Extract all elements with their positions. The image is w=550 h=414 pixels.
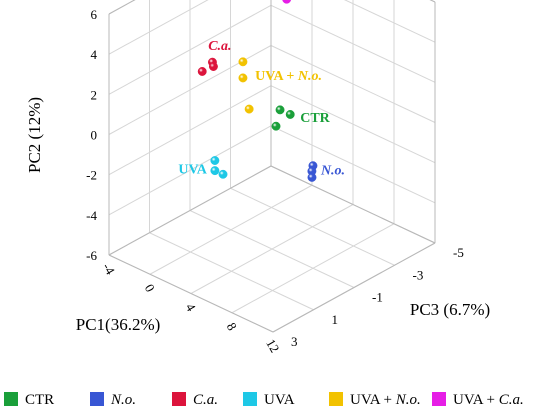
- legend-label: UVA + C.a.: [453, 392, 524, 408]
- z-tick-label: -5: [453, 245, 464, 260]
- data-points: [197, 0, 318, 182]
- legend-label-italic: N.o.: [395, 392, 421, 408]
- data-point-ctr: [271, 121, 281, 131]
- x-tick-label: 8: [224, 320, 240, 333]
- gridline-floor-z: [149, 232, 314, 311]
- legend-label-italic: C.a.: [499, 392, 524, 408]
- z-tick-label: -3: [413, 267, 424, 282]
- data-point-ctr: [285, 110, 295, 119]
- z-tick-label: -1: [372, 290, 383, 305]
- data-point-uva: [218, 169, 228, 179]
- y-tick-label: 0: [91, 128, 98, 143]
- legend-label-text: UVA: [264, 392, 295, 408]
- legend-label-italic: C.a.: [193, 392, 218, 408]
- box-edge: [272, 242, 436, 333]
- cluster-label-text: UVA +: [255, 69, 298, 84]
- data-point-uva-n-o-: [238, 73, 248, 83]
- data-point-n-o-: [307, 172, 317, 182]
- cluster-label: C.a.: [208, 39, 231, 54]
- data-point-uva: [210, 156, 220, 165]
- gridline-floor-z: [230, 187, 395, 266]
- z-axis-title: PC3 (6.7%): [410, 300, 490, 319]
- y-tick-label: -4: [86, 208, 97, 223]
- legend-swatch: [432, 392, 446, 406]
- legend-label-italic: N.o.: [110, 392, 136, 408]
- data-point-c-a-: [197, 67, 207, 76]
- data-point-c-a-: [208, 62, 218, 71]
- legend-swatch: [4, 392, 18, 406]
- z-tick-label: 3: [291, 334, 298, 349]
- legend-label: UVA: [264, 392, 295, 408]
- cluster-label-italic: N.o.: [297, 69, 322, 84]
- legend-label: CTR: [25, 392, 54, 408]
- x-axis-title: PC1(36.2%): [76, 315, 161, 334]
- gridline-floor-z: [189, 210, 355, 288]
- y-tick-label: 4: [91, 47, 98, 62]
- box-edge: [270, 165, 436, 244]
- data-point-uva-c-a-: [282, 0, 292, 4]
- x-tick-label: 4: [183, 301, 199, 315]
- cluster-label: CTR: [300, 111, 330, 126]
- legend-label-text: UVA +: [350, 392, 396, 408]
- data-point-uva: [210, 166, 220, 176]
- legend-label: UVA + N.o.: [350, 392, 421, 408]
- y-tick-label: 2: [91, 87, 98, 102]
- legend-label: N.o.: [110, 392, 136, 408]
- legend-swatch: [172, 392, 186, 406]
- cluster-label: UVA: [178, 162, 207, 177]
- box-edge: [108, 165, 272, 256]
- cluster-label: UVA + N.o.: [255, 69, 322, 84]
- data-point-uva-n-o-: [244, 104, 254, 114]
- legend-swatch: [90, 392, 104, 406]
- legend: CTR N.o. C.a. UVA UVA + N.o. UVA + C.a.: [4, 392, 524, 408]
- box-edge: [108, 254, 274, 333]
- x-tick-label: 0: [142, 281, 158, 294]
- legend-swatch: [243, 392, 257, 406]
- z-tick-label: 1: [332, 312, 339, 327]
- legend-swatch: [329, 392, 343, 406]
- y-tick-label: 6: [91, 7, 98, 22]
- legend-label: C.a.: [193, 392, 218, 408]
- x-tick-label: 12: [263, 336, 282, 355]
- data-point-uva-n-o-: [238, 57, 248, 67]
- x-tick-label: -4: [100, 260, 119, 277]
- legend-label-text: CTR: [25, 392, 54, 408]
- y-tick-label: -6: [86, 248, 97, 263]
- data-point-ctr: [275, 105, 285, 115]
- legend-label-text: UVA +: [453, 392, 499, 408]
- y-tick-label: -2: [86, 168, 97, 183]
- cluster-label: N.o.: [320, 163, 345, 178]
- y-axis-title: PC2 (12%): [25, 97, 44, 173]
